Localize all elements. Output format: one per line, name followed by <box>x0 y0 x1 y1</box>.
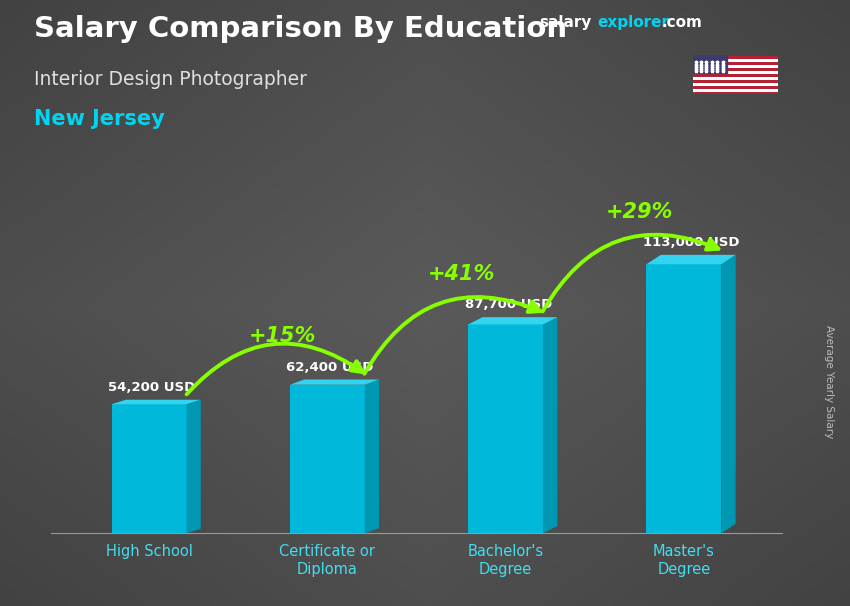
Bar <box>290 385 365 533</box>
Polygon shape <box>111 400 201 404</box>
Bar <box>693 62 778 65</box>
Text: .com: .com <box>661 15 702 30</box>
Text: +41%: +41% <box>428 264 495 284</box>
Text: 62,400 USD: 62,400 USD <box>286 361 374 373</box>
Bar <box>693 93 778 96</box>
Bar <box>693 87 778 90</box>
Polygon shape <box>647 255 735 264</box>
Polygon shape <box>693 55 727 73</box>
Text: 54,200 USD: 54,200 USD <box>108 381 196 394</box>
Polygon shape <box>543 317 558 533</box>
Bar <box>693 59 778 62</box>
Polygon shape <box>290 379 379 385</box>
Bar <box>111 404 186 533</box>
Text: salary: salary <box>540 15 592 30</box>
Polygon shape <box>722 255 735 533</box>
Bar <box>693 78 778 81</box>
Text: explorer: explorer <box>598 15 670 30</box>
Bar <box>693 56 778 59</box>
Text: 87,700 USD: 87,700 USD <box>465 298 552 311</box>
Bar <box>693 84 778 87</box>
Bar <box>647 264 722 533</box>
Text: +29%: +29% <box>606 202 673 222</box>
Text: New Jersey: New Jersey <box>34 109 165 129</box>
Bar <box>468 324 543 533</box>
Polygon shape <box>365 379 379 533</box>
Text: Average Yearly Salary: Average Yearly Salary <box>824 325 834 438</box>
Text: Salary Comparison By Education: Salary Comparison By Education <box>34 15 567 43</box>
Text: Interior Design Photographer: Interior Design Photographer <box>34 70 307 88</box>
Polygon shape <box>468 317 558 324</box>
Bar <box>693 72 778 75</box>
Text: 113,000 USD: 113,000 USD <box>643 236 740 249</box>
Bar <box>693 75 778 78</box>
Bar <box>693 68 778 72</box>
Bar <box>693 81 778 84</box>
Polygon shape <box>186 400 201 533</box>
Bar <box>693 90 778 93</box>
Text: +15%: +15% <box>249 326 316 346</box>
Bar <box>693 65 778 68</box>
